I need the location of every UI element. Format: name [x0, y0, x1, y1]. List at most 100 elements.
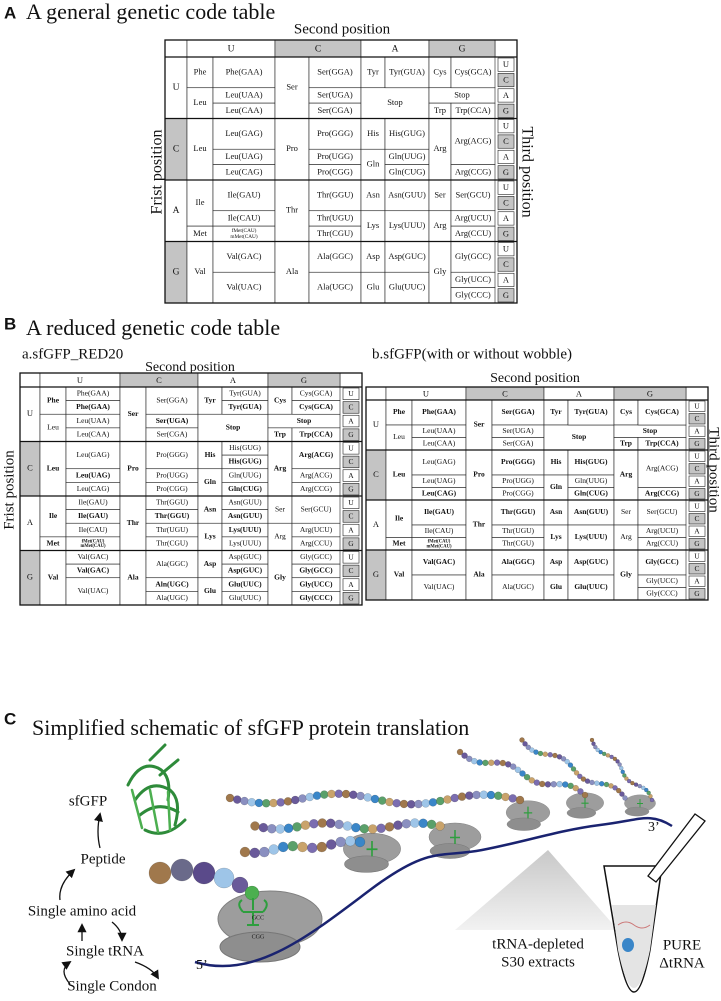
amino-acid-bead — [359, 823, 370, 834]
table-cell — [385, 449, 413, 501]
ribosome — [624, 794, 656, 817]
table-cell — [342, 578, 360, 591]
cell-text: Gln — [367, 159, 381, 169]
table-cell — [497, 57, 515, 72]
amino-acid-bead — [428, 798, 438, 807]
table-cell — [342, 592, 360, 605]
end-label: 3’ — [648, 820, 660, 835]
cell-text: A — [173, 206, 180, 216]
cell-text: C — [156, 375, 162, 385]
cell-text: Cys(GCA) — [299, 402, 333, 411]
table-cell — [688, 450, 706, 462]
table-cell — [342, 442, 360, 455]
cell-text: Stop — [387, 97, 403, 107]
cell-text: Thr — [286, 205, 298, 215]
table-cell — [274, 241, 310, 304]
cell-text: Gly(GCC) — [299, 566, 333, 575]
table-cell — [384, 179, 430, 212]
amino-acid-bead — [461, 752, 468, 759]
cell-text: Phe(GAA) — [76, 402, 110, 411]
table-cell — [212, 179, 276, 212]
cell-text: Arg(CCU) — [300, 538, 332, 547]
cell-text: Cys — [274, 395, 286, 404]
amino-acid-bead — [148, 861, 172, 885]
table-cell — [342, 387, 360, 400]
amino-acid-bead — [249, 847, 260, 859]
cell-text: Leu(UAG) — [423, 476, 456, 485]
cell-text: Leu(CAG) — [226, 166, 263, 176]
table-cell — [308, 56, 362, 89]
cell-text: Gly(GCC) — [300, 552, 332, 561]
small-subunit — [219, 931, 301, 963]
amino-acid-bead — [488, 759, 495, 766]
amino-acid-bead — [570, 766, 577, 772]
table-cell — [688, 575, 706, 587]
cell-text: Arg(ACG) — [300, 470, 333, 479]
cell-text: Gly(GCC) — [645, 557, 679, 566]
cell-text: Lys — [550, 532, 561, 541]
amino-acid-bead — [363, 793, 373, 802]
cell-text: Pro — [286, 143, 298, 153]
trna-icon — [636, 798, 644, 808]
cell-text: G — [173, 267, 180, 277]
table-cell — [688, 475, 706, 487]
amino-acid-bead — [268, 844, 279, 855]
cell-text: U — [503, 121, 509, 131]
cell-text: Gly — [620, 570, 632, 579]
table-cell — [637, 499, 687, 526]
trna-icon — [523, 806, 533, 819]
cell-text: Arg — [433, 143, 447, 153]
cell-text: His — [205, 450, 216, 459]
cell-text: Arg(CCU) — [646, 538, 678, 547]
table-cell — [491, 499, 545, 526]
table-cell — [384, 271, 430, 304]
peptide-chains — [148, 737, 655, 901]
amino-acid-bead — [514, 766, 522, 774]
cell-text: Pro(CGG) — [156, 484, 188, 493]
table-cell — [384, 241, 430, 273]
amino-acid-bead — [537, 750, 544, 757]
amino-acid-bead — [247, 797, 256, 807]
cell-text: A — [27, 517, 34, 527]
amino-acid-bead — [595, 747, 600, 753]
cell-text: Arg — [274, 463, 287, 472]
amino-acid-bead — [641, 785, 646, 791]
cell-text: Tyr(GUA) — [574, 407, 608, 416]
amino-acid-bead — [573, 770, 580, 776]
cell-text: C — [373, 469, 379, 479]
cell-text: Gly(UCC) — [646, 576, 678, 585]
cell-text: Leu — [193, 143, 207, 153]
table-border — [19, 372, 363, 606]
amino-acid-bead — [276, 798, 285, 807]
cycle-label: Single amino acid — [28, 903, 137, 919]
table-cell — [145, 441, 199, 470]
table-cell — [688, 588, 706, 600]
cell-text: mMet(CAU) — [81, 544, 106, 549]
table-cell — [308, 241, 362, 273]
table-cell — [186, 87, 214, 119]
cell-text: Ala(GGC) — [317, 251, 353, 261]
amino-acid-bead — [589, 779, 595, 786]
cell-text: Glu(UUC) — [228, 579, 262, 588]
cell-text: Pro(UGG) — [317, 151, 353, 161]
cell-text: G — [503, 167, 509, 177]
table-cell — [465, 449, 493, 501]
amino-acid-bead — [567, 762, 574, 768]
cell-text: A — [348, 580, 354, 589]
cell-text: Cys(GCA) — [645, 407, 679, 416]
amino-acid-bead — [385, 797, 394, 807]
cell-text: Ser(UGA) — [156, 416, 189, 425]
table-cell — [613, 549, 639, 601]
cell-text: Leu — [47, 423, 59, 432]
cell-text: Ala — [127, 572, 139, 581]
cell-text: U — [694, 451, 700, 460]
amino-acid-bead — [261, 798, 271, 808]
cell-text: Thr(GGU) — [317, 189, 354, 199]
cell-text: Leu(GAG) — [225, 128, 262, 138]
cell-text: Tyr(GUA) — [229, 389, 261, 398]
table-cell — [688, 525, 706, 537]
cell-text: Thr(GGU) — [155, 511, 190, 520]
amino-acid-bead — [376, 823, 386, 834]
cell-text: Ser(CGA) — [157, 429, 188, 438]
table-cell — [360, 271, 386, 304]
